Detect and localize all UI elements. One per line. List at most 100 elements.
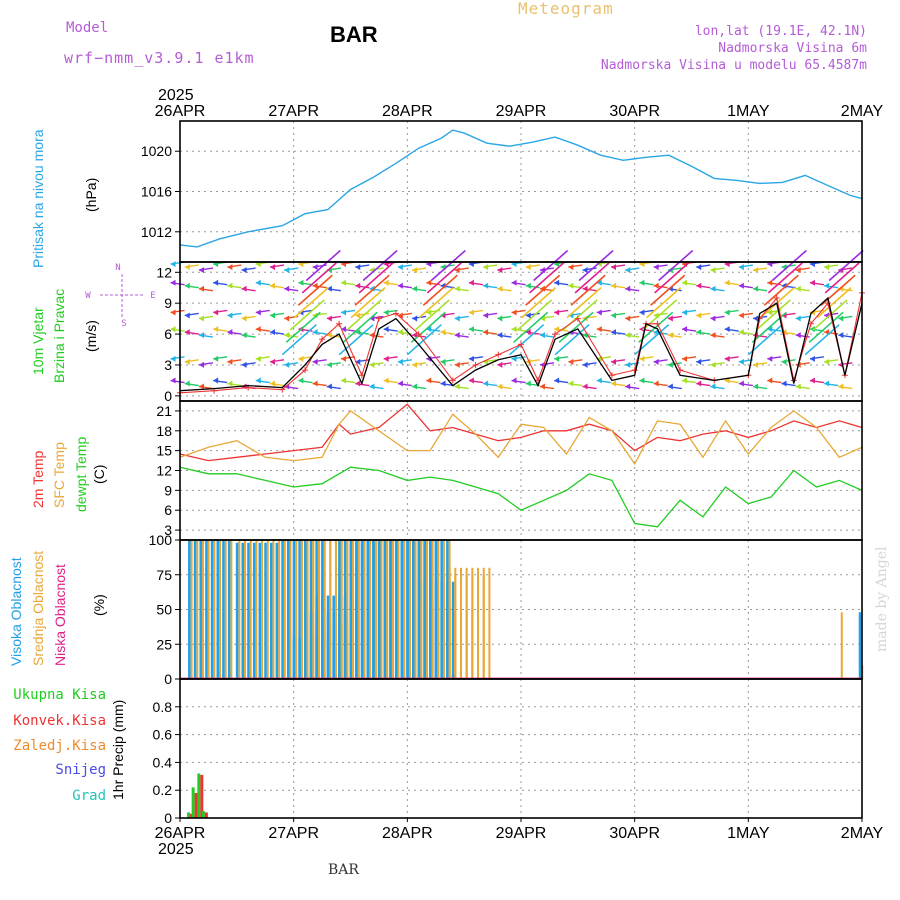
cloud-mid-bar — [369, 540, 372, 679]
cloud-high-bar — [412, 581, 415, 679]
wind-burst — [521, 287, 557, 319]
wind-arrowhead — [170, 309, 176, 316]
cloud-high-bar — [281, 540, 284, 679]
cloud-mid-bar — [300, 540, 303, 679]
wind-arrowhead — [341, 309, 347, 316]
cloud-high-bar — [360, 540, 364, 679]
meteogram-title: Meteogram — [518, 0, 614, 18]
cloud-high-bar — [235, 542, 239, 679]
wind-arrowhead — [554, 377, 560, 384]
wind-arrowhead — [838, 383, 844, 390]
wind-arrowhead — [781, 380, 787, 387]
cloud-mid-bar — [334, 540, 337, 679]
wind-arrowhead — [483, 312, 489, 319]
wind-arrowhead — [525, 264, 531, 271]
wind-arrowhead — [198, 332, 204, 339]
precip-unit: 1hr Precip (mm) — [110, 700, 126, 800]
temp-unit: (C) — [91, 465, 107, 484]
wind-arrowhead — [213, 279, 219, 286]
cloud-high-bar — [247, 542, 250, 679]
cloud-mid-bar — [397, 540, 400, 679]
wind-arrowhead — [483, 282, 489, 289]
wind-burst — [650, 274, 686, 306]
wind-arrowhead — [738, 312, 744, 319]
wind-arrowhead — [355, 380, 361, 387]
compass-n: N — [115, 263, 120, 273]
wind-gust-marker — [415, 331, 422, 338]
wind-arrowhead — [341, 355, 347, 362]
precip-conv-bar — [200, 774, 204, 818]
wind-gust-marker — [495, 351, 502, 358]
wind-arrowhead — [468, 377, 474, 384]
wind-arrowhead — [213, 309, 219, 316]
cloud-high-bar — [321, 595, 324, 679]
wind-arrowhead — [326, 383, 332, 390]
cloud-mid-bar — [207, 540, 210, 679]
wind-burst — [354, 274, 390, 306]
cloud-mid-bar — [431, 609, 434, 679]
wind-arrowhead — [653, 282, 659, 289]
wind-arrowhead — [767, 279, 773, 286]
wind-arrowhead — [696, 264, 702, 271]
cloud-mid-bar — [230, 540, 233, 679]
wind-arrowhead — [298, 355, 304, 362]
cloud-high-bar — [269, 542, 273, 679]
wind-arrowhead — [412, 383, 418, 390]
cloud-mid-bar — [386, 540, 389, 679]
wind-burst — [558, 311, 594, 343]
wind-arrowhead — [639, 326, 645, 333]
compass-s: S — [121, 319, 126, 329]
wind-arrowhead — [753, 383, 759, 390]
y-tick-label: 6 — [164, 502, 172, 518]
cloud-high-bar — [372, 540, 375, 679]
wind-arrowhead — [511, 326, 517, 333]
wind-arrowhead — [639, 279, 645, 286]
wind-arrowhead — [383, 326, 389, 333]
wind-arrowhead — [710, 315, 716, 322]
wind-arrowhead — [468, 279, 474, 286]
wind-arrowhead — [795, 332, 801, 339]
wind-arrowhead — [497, 315, 503, 322]
cloud-mid-bar — [255, 540, 258, 679]
wind-arrowhead — [539, 383, 545, 390]
wind-arrowhead — [270, 329, 276, 336]
wind-arrowhead — [795, 383, 801, 390]
wind-arrowhead — [682, 326, 688, 333]
y-tick-label: 0.6 — [153, 727, 173, 743]
wind-arrowhead — [667, 361, 673, 368]
wind-arrowhead — [255, 279, 261, 286]
wind-arrowhead — [497, 285, 503, 292]
y-tick-label: 0 — [164, 810, 172, 826]
wind-arrowhead — [738, 329, 744, 336]
wind-arrowhead — [454, 315, 460, 322]
wind-burst — [529, 262, 565, 294]
cloud-mid-bar — [289, 540, 292, 679]
cloud-high-bar — [193, 540, 197, 679]
wind-arrowhead — [341, 279, 347, 286]
wind-burst — [658, 249, 694, 282]
cloud-mid-bar — [295, 540, 298, 679]
top-year: 2025 — [158, 87, 194, 104]
cloud-high-bar — [423, 581, 426, 679]
wind-arrowhead — [653, 380, 659, 387]
wind-arrowhead — [397, 264, 403, 271]
wind-arrowhead — [582, 361, 588, 368]
wind-arrowhead — [213, 377, 219, 384]
wind-arrowhead — [312, 264, 318, 271]
x-tick-label-bottom: 1MAY — [727, 825, 770, 842]
cloud-mid-bar — [261, 540, 264, 679]
wind-speed-line — [179, 296, 863, 392]
wind-burst — [350, 287, 386, 319]
wind-arrowhead — [696, 380, 702, 387]
wind-burst — [525, 274, 561, 306]
wind-burst — [646, 287, 682, 319]
cloud-high-bar — [304, 612, 307, 679]
wind-arrowhead — [568, 264, 574, 271]
temp-line-0 — [179, 403, 863, 462]
wind-burst — [642, 299, 678, 331]
wind-arrowhead — [255, 377, 261, 384]
wind-arrowhead — [312, 329, 318, 336]
precip-total-bar — [201, 811, 205, 818]
wind-arrowhead — [326, 285, 332, 292]
